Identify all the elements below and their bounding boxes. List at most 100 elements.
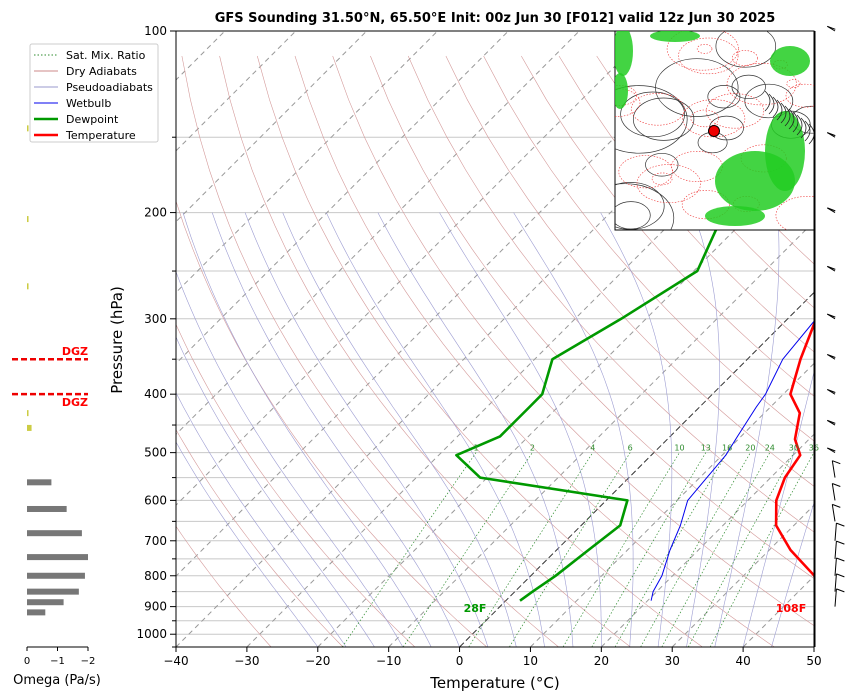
pseudoadiabat-lines bbox=[176, 212, 814, 647]
mixing-ratio-line bbox=[640, 452, 751, 647]
mixing-ratio-line bbox=[562, 452, 680, 647]
dry-adiabat bbox=[176, 323, 416, 647]
dry-adiabat bbox=[219, 55, 631, 647]
legend-label: Dry Adiabats bbox=[66, 65, 137, 78]
dry-adiabat bbox=[176, 200, 487, 647]
x-axis-label: Temperature (°C) bbox=[429, 674, 559, 692]
map-thickness-contour bbox=[705, 93, 765, 129]
map-terrain-contour bbox=[768, 93, 775, 115]
dry-adiabat bbox=[483, 55, 814, 442]
dry-adiabat bbox=[558, 55, 814, 353]
wind-barbs bbox=[814, 25, 845, 647]
mixing-ratio-line bbox=[402, 452, 533, 647]
wind-barb bbox=[834, 523, 837, 541]
pseudoadiabat bbox=[176, 441, 319, 647]
mixing-ratio-lines bbox=[342, 452, 814, 647]
dewpoint-surface-label: 28F bbox=[464, 602, 487, 615]
map-thickness-contour bbox=[785, 83, 814, 108]
y-tick-label: 300 bbox=[144, 312, 167, 326]
pseudoadiabat bbox=[513, 212, 634, 647]
mixing-ratio-line bbox=[342, 452, 477, 647]
map-terrain-contour bbox=[784, 105, 791, 127]
temperature-surface-label: 108F bbox=[776, 602, 806, 615]
x-tick-label: −10 bbox=[376, 654, 401, 668]
wetbulb-line bbox=[650, 320, 814, 601]
surface-labels: 28F 108F bbox=[464, 602, 807, 615]
mixing-ratio-label: 20 bbox=[745, 444, 755, 453]
wind-barb-flag bbox=[832, 460, 841, 465]
mixing-ratio-label: 2 bbox=[530, 444, 535, 453]
map-thickness-contour bbox=[651, 172, 673, 186]
omega-tick-label: −1 bbox=[50, 656, 65, 667]
wind-barb bbox=[834, 557, 837, 576]
pseudoadiabat bbox=[326, 212, 545, 647]
map-terrain-contour bbox=[764, 90, 771, 112]
wind-barb bbox=[831, 483, 836, 501]
wind-barb-flag bbox=[827, 354, 836, 358]
omega-bar bbox=[27, 410, 29, 417]
mixing-ratio-label: 24 bbox=[765, 444, 775, 453]
wind-barb-flag bbox=[827, 313, 836, 318]
mixing-ratio-label: 6 bbox=[628, 444, 633, 453]
omega-bar bbox=[27, 609, 46, 616]
dry-adiabat-lines bbox=[176, 55, 814, 647]
omega-bar bbox=[27, 599, 64, 606]
map-thickness-contour bbox=[726, 62, 797, 106]
wind-barb-flag bbox=[832, 483, 841, 487]
x-tick-label: 40 bbox=[735, 654, 750, 668]
dry-adiabat bbox=[445, 55, 814, 487]
dry-adiabat bbox=[370, 55, 814, 579]
dry-adiabat bbox=[257, 55, 703, 647]
y-tick-label: 400 bbox=[144, 387, 167, 401]
pseudoadiabat bbox=[176, 270, 404, 647]
map-isobar bbox=[615, 85, 688, 154]
map-isobar bbox=[645, 152, 679, 177]
y-axis-ticks: 100 200 300 400 500 600 700 800 900 1000 bbox=[136, 24, 176, 648]
dry-adiabat bbox=[176, 429, 344, 647]
x-tick-label: 30 bbox=[665, 654, 680, 668]
map-terrain-contour bbox=[808, 123, 814, 145]
dry-adiabat bbox=[176, 525, 272, 647]
wind-barb bbox=[831, 460, 836, 478]
omega-bar bbox=[27, 505, 67, 512]
mixing-ratio-label: 10 bbox=[674, 444, 684, 453]
map-thickness-contour bbox=[618, 155, 673, 189]
map-isobar bbox=[707, 85, 741, 109]
mixing-ratio-label: 4 bbox=[590, 444, 595, 453]
omega-bars bbox=[27, 125, 88, 616]
mixing-ratio-line bbox=[468, 452, 594, 647]
wind-barb-flag bbox=[827, 265, 836, 270]
y-tick-label: 500 bbox=[144, 446, 167, 460]
wind-barb bbox=[834, 573, 837, 592]
wind-barb-flag bbox=[836, 540, 845, 545]
wind-barb-flag bbox=[827, 132, 836, 137]
pseudoadiabat bbox=[176, 336, 375, 647]
temperature-line bbox=[774, 320, 814, 578]
map-terrain-contour bbox=[776, 99, 783, 121]
legend-label: Sat. Mix. Ratio bbox=[66, 49, 146, 62]
legend-label: Temperature bbox=[65, 129, 136, 142]
wind-barb bbox=[834, 588, 837, 607]
x-tick-label: 0 bbox=[456, 654, 464, 668]
wind-barb bbox=[834, 541, 837, 559]
wind-barb-flag bbox=[836, 588, 845, 593]
omega-bar bbox=[27, 479, 52, 486]
mixing-ratio-line bbox=[614, 452, 728, 647]
map-precip bbox=[770, 46, 810, 76]
omega-bar bbox=[27, 216, 29, 223]
pseudoadiabat bbox=[282, 212, 517, 647]
map-thickness-contour bbox=[690, 109, 719, 128]
map-thickness-contour bbox=[615, 88, 641, 117]
map-thickness-contour bbox=[682, 99, 746, 138]
map-terrain-contour bbox=[796, 114, 803, 136]
legend-label: Pseudoadiabats bbox=[66, 81, 153, 94]
pseudoadiabat bbox=[182, 212, 432, 647]
omega-panel: 0 −1 −2 DGZ DGZ Omega (Pa/s) bbox=[12, 125, 101, 688]
mixing-ratio-label: 30 bbox=[789, 444, 799, 453]
map-isobar bbox=[632, 97, 695, 141]
wind-barb-flag bbox=[827, 207, 836, 212]
location-marker bbox=[708, 125, 720, 137]
map-thickness-contour bbox=[696, 44, 713, 54]
map-precip bbox=[765, 111, 805, 191]
